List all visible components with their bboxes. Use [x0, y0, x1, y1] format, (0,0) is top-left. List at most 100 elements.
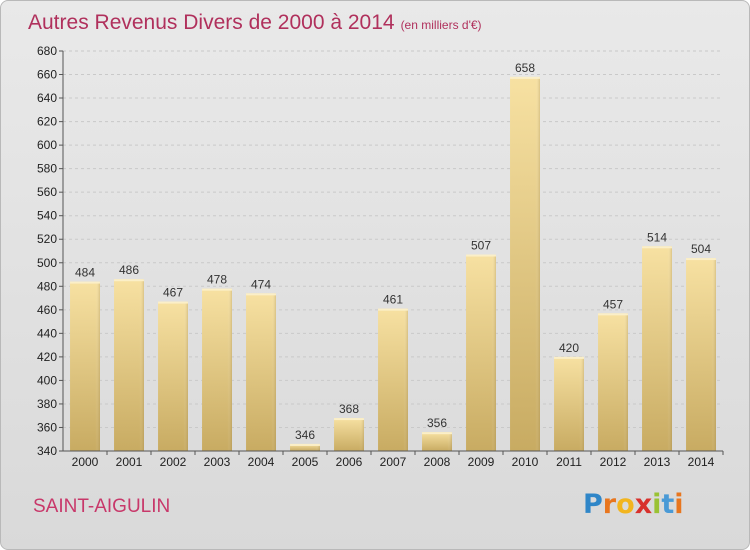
bar-2012	[598, 313, 628, 451]
bar-top-highlight	[114, 279, 144, 282]
bar-top-highlight	[202, 288, 232, 291]
data-label: 504	[691, 242, 711, 256]
y-tick-label: 520	[37, 232, 57, 246]
bar-top-highlight	[466, 254, 496, 257]
bar-2007	[378, 308, 408, 451]
y-tick-label: 600	[37, 138, 57, 152]
data-label: 368	[339, 402, 359, 416]
proxiti-logo[interactable]: Proxiti	[583, 489, 684, 520]
y-tick-label: 660	[37, 68, 57, 82]
bar-2008	[422, 432, 452, 451]
chart-title: Autres Revenus Divers de 2000 à 2014 (en …	[28, 11, 482, 35]
bar-top-highlight	[334, 418, 364, 421]
logo-letter: x	[634, 489, 653, 520]
bar-top-highlight	[686, 258, 716, 261]
bar-top-highlight	[290, 443, 320, 446]
y-tick-label: 440	[37, 326, 57, 340]
y-tick-label: 460	[37, 303, 57, 317]
bar-2014	[686, 258, 716, 451]
bar-top-highlight	[378, 308, 408, 311]
data-label: 457	[603, 297, 623, 311]
bar-top-highlight	[598, 313, 628, 316]
x-tick-label: 2012	[600, 455, 627, 469]
bar-2006	[334, 418, 364, 451]
y-tick-label: 560	[37, 185, 57, 199]
bar-shade	[510, 76, 540, 451]
bar-shade	[114, 279, 144, 451]
bar-shade	[334, 418, 364, 451]
logo-letter: P	[583, 489, 603, 520]
bar-2001	[114, 279, 144, 451]
bar-shade	[70, 281, 100, 451]
x-tick-label: 2003	[204, 455, 231, 469]
bar-2000	[70, 281, 100, 451]
x-tick-label: 2006	[336, 455, 363, 469]
data-label: 478	[207, 273, 227, 287]
bar-top-highlight	[554, 356, 584, 359]
y-tick-label: 340	[37, 444, 57, 458]
x-tick-label: 2013	[644, 455, 671, 469]
x-tick-label: 2014	[688, 455, 715, 469]
bars	[70, 76, 716, 451]
y-tick-label: 400	[37, 373, 57, 387]
bar-shade	[202, 288, 232, 451]
bar-shade	[378, 308, 408, 451]
data-label: 474	[251, 277, 271, 291]
bar-shade	[422, 432, 452, 451]
bar-shade	[642, 246, 672, 451]
bar-top-highlight	[70, 281, 100, 284]
data-label: 484	[75, 266, 95, 280]
bar-top-highlight	[246, 293, 276, 296]
bar-top-highlight	[510, 76, 540, 79]
bar-top-highlight	[422, 432, 452, 435]
y-tick-label: 640	[37, 91, 57, 105]
y-tick-label: 360	[37, 420, 57, 434]
data-label: 461	[383, 293, 403, 307]
bar-2003	[202, 288, 232, 451]
x-tick-label: 2007	[380, 455, 407, 469]
x-tick-label: 2009	[468, 455, 495, 469]
x-tick-label: 2000	[72, 455, 99, 469]
y-tick-label: 420	[37, 350, 57, 364]
data-label: 467	[163, 286, 183, 300]
labels: 340 360 380 400 420 440 460 480 500 520 540 560 580 6…	[37, 44, 715, 469]
x-tick-label: 2001	[116, 455, 143, 469]
y-tick-label: 480	[37, 279, 57, 293]
bar-shade	[466, 254, 496, 451]
data-label: 514	[647, 230, 667, 244]
logo-letter: i	[674, 489, 684, 520]
data-label: 658	[515, 61, 535, 75]
data-label: 486	[119, 263, 139, 277]
x-tick-label: 2008	[424, 455, 451, 469]
data-label: 346	[295, 428, 315, 442]
place-name: SAINT-AIGULIN	[33, 496, 171, 517]
y-tick-label: 680	[37, 44, 57, 58]
y-tick-label: 580	[37, 162, 57, 176]
x-tick-label: 2005	[292, 455, 319, 469]
data-label: 420	[559, 341, 579, 355]
bar-2009	[466, 254, 496, 451]
bar-shade	[290, 443, 320, 451]
y-tick-label: 620	[37, 115, 57, 129]
bar-2013	[642, 246, 672, 451]
chart-title-text: Autres Revenus Divers de 2000 à 2014	[28, 11, 395, 34]
bar-top-highlight	[158, 301, 188, 304]
bar-top-highlight	[642, 246, 672, 249]
logo-letter: o	[616, 489, 635, 520]
bar-2011	[554, 356, 584, 451]
bar-2005	[290, 443, 320, 451]
bar-shade	[158, 301, 188, 451]
bar-2004	[246, 293, 276, 451]
chart-unit-label: (en milliers d'€)	[400, 18, 482, 32]
x-tick-label: 2010	[512, 455, 539, 469]
data-label: 507	[471, 239, 491, 253]
bar-shade	[554, 356, 584, 451]
axes	[59, 50, 724, 455]
y-tick-label: 540	[37, 209, 57, 223]
data-label: 356	[427, 416, 447, 430]
x-tick-label: 2004	[248, 455, 275, 469]
bar-shade	[246, 293, 276, 451]
bar-shade	[598, 313, 628, 451]
